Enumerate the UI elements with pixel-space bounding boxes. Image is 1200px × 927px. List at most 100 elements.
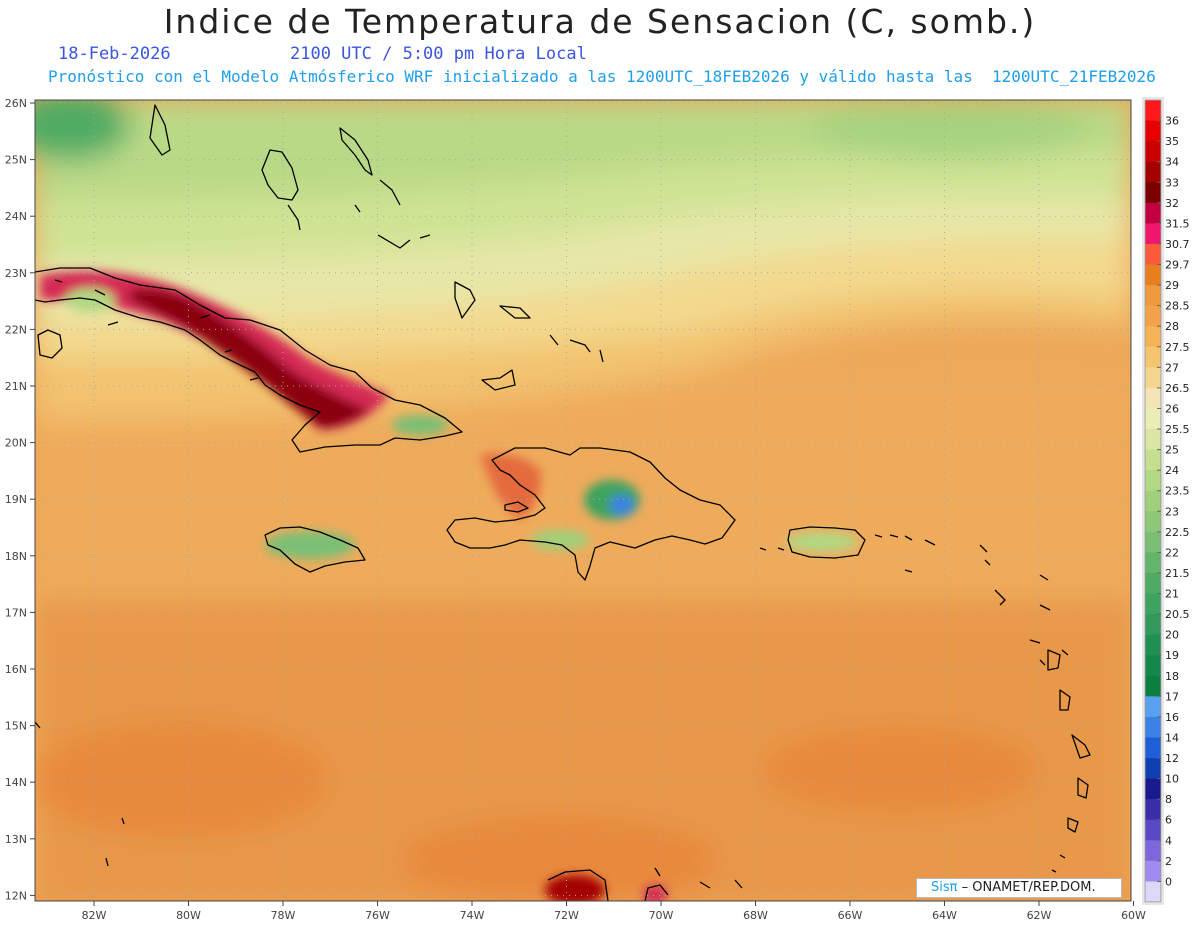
legend-label: 29 xyxy=(1165,279,1179,292)
legend-swatch xyxy=(1145,819,1161,841)
andros-outline xyxy=(261,149,299,201)
legend-swatch xyxy=(1145,655,1161,677)
legend-label: 26.5 xyxy=(1165,382,1190,395)
legend-label: 20.5 xyxy=(1165,608,1190,621)
lesser-antilles-outline xyxy=(1047,649,1091,873)
legend-swatch xyxy=(1145,100,1161,122)
isla-juventud-outline xyxy=(37,329,63,359)
lat-label: 13N xyxy=(5,833,27,846)
legend-label: 27 xyxy=(1165,361,1179,374)
legend-swatch xyxy=(1145,387,1161,409)
legend-label: 21.5 xyxy=(1165,567,1190,580)
puerto-rico-outline xyxy=(787,526,866,559)
legend-label: 14 xyxy=(1165,731,1179,744)
legend-swatch xyxy=(1145,264,1161,286)
lon-label: 70W xyxy=(649,909,674,922)
legend-label: 25.5 xyxy=(1165,423,1190,436)
lat-label: 26N xyxy=(5,97,27,110)
legend-label: 26 xyxy=(1165,402,1179,415)
credit-text: – ONAMET/REP.DOM. xyxy=(961,880,1096,895)
legend-label: 34 xyxy=(1165,156,1179,169)
cuba-outline xyxy=(35,267,463,453)
legend-swatch xyxy=(1145,758,1161,780)
legend-label: 28.5 xyxy=(1165,300,1190,313)
lon-label: 76W xyxy=(365,909,390,922)
legend-label: 21 xyxy=(1165,588,1179,601)
legend-label: 23.5 xyxy=(1165,485,1190,498)
lat-label: 18N xyxy=(5,550,27,563)
legend-swatch xyxy=(1145,408,1161,430)
legend-label: 8 xyxy=(1165,793,1172,806)
legend-swatch xyxy=(1145,305,1161,327)
legend-swatch xyxy=(1145,141,1161,163)
legend-swatch xyxy=(1145,223,1161,245)
legend-label: 20 xyxy=(1165,629,1179,642)
legend-swatch xyxy=(1145,614,1161,636)
legend-swatch xyxy=(1145,572,1161,595)
abaco-outline xyxy=(149,104,171,156)
legend-label: 2 xyxy=(1165,855,1172,868)
lat-label: 15N xyxy=(5,720,27,733)
legend-swatch xyxy=(1145,511,1161,533)
legend-label: 22.5 xyxy=(1165,526,1190,539)
legend-swatch xyxy=(1145,367,1161,389)
legend-label: 30.7 xyxy=(1165,238,1190,251)
legend-label: 12 xyxy=(1165,752,1179,765)
legend-label: 33 xyxy=(1165,176,1179,189)
model-info: Pronóstico con el Modelo Atmósferico WRF… xyxy=(48,67,1156,86)
legend-label: 24 xyxy=(1165,464,1179,477)
legend-swatch xyxy=(1145,285,1161,307)
legend-label: 10 xyxy=(1165,773,1179,786)
legend-swatch xyxy=(1145,696,1161,718)
legend-label: 31.5 xyxy=(1165,217,1190,230)
legend-label: 0 xyxy=(1165,875,1172,888)
lat-label: 25N xyxy=(5,154,27,167)
legend-label: 29.7 xyxy=(1165,259,1190,272)
legend-label: 23 xyxy=(1165,505,1179,518)
lon-label: 80W xyxy=(176,909,201,922)
color-legend: 363534333231.530.729.72928.52827.52726.5… xyxy=(1142,97,1190,905)
lat-label: 17N xyxy=(5,606,27,619)
legend-swatch xyxy=(1145,449,1161,471)
credit-logo: Sisπ xyxy=(931,880,958,895)
legend-label: 25 xyxy=(1165,444,1179,457)
legend-swatch xyxy=(1145,202,1161,224)
lat-label: 24N xyxy=(5,210,27,223)
temperature-field xyxy=(35,100,1131,901)
lat-label: 22N xyxy=(5,323,27,336)
lon-label: 82W xyxy=(82,909,107,922)
lat-label: 14N xyxy=(5,776,27,789)
lat-label: 12N xyxy=(5,889,27,902)
legend-swatch xyxy=(1145,326,1161,348)
legend-label: 28 xyxy=(1165,320,1179,333)
legend-label: 27.5 xyxy=(1165,341,1190,354)
lon-label: 60W xyxy=(1121,909,1146,922)
legend-label: 19 xyxy=(1165,649,1179,662)
jamaica-outline xyxy=(264,526,366,573)
lon-label: 62W xyxy=(1027,909,1052,922)
lat-label: 23N xyxy=(5,267,27,280)
hispaniola-outline xyxy=(446,447,736,581)
legend-swatch xyxy=(1145,490,1161,512)
legend-swatch xyxy=(1145,799,1161,821)
coastlines xyxy=(35,104,1091,901)
credit-box: Sisπ – ONAMET/REP.DOM. xyxy=(916,878,1122,898)
legend-swatch xyxy=(1145,470,1161,492)
legend-swatch xyxy=(1145,182,1161,204)
legend-border xyxy=(1144,99,1162,903)
legend-label: 4 xyxy=(1165,834,1172,847)
lon-label: 64W xyxy=(932,909,957,922)
lon-label: 78W xyxy=(271,909,296,922)
legend-label: 6 xyxy=(1165,814,1172,827)
lon-label: 72W xyxy=(554,909,579,922)
legend-swatch xyxy=(1145,634,1161,656)
eleuthera-outline xyxy=(339,127,373,176)
legend-swatch xyxy=(1145,429,1161,451)
lat-label: 16N xyxy=(5,663,27,676)
legend-label: 16 xyxy=(1165,711,1179,724)
longitude-axis: 82W 80W 78W 76W 74W 72W 70W 68W 66W 64W 62W 60W xyxy=(82,901,1146,922)
legend-swatch xyxy=(1145,737,1161,759)
map-frame xyxy=(34,99,1132,902)
legend-swatch xyxy=(1145,881,1161,903)
